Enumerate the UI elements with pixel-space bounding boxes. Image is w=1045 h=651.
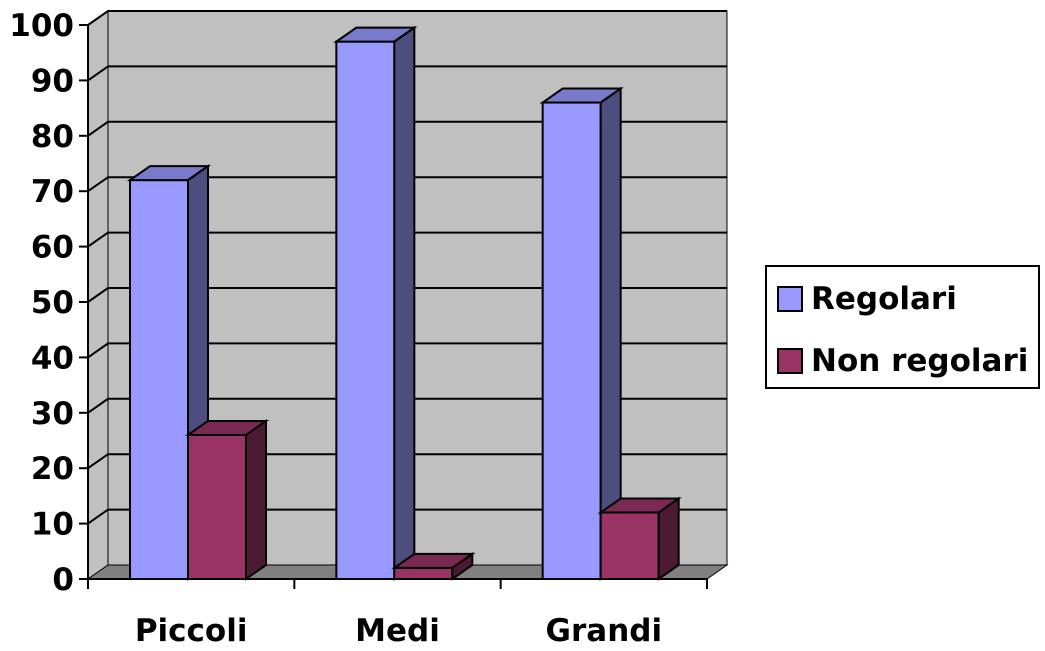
bar-front: [335, 40, 396, 581]
x-tick-label: Piccoli: [135, 613, 248, 649]
gridline: [87, 397, 727, 414]
bar-side: [245, 419, 267, 581]
x-tick-label: Medi: [355, 613, 440, 649]
y-tick-label: 10: [31, 507, 74, 543]
bar-side: [451, 551, 474, 581]
gridline: [87, 65, 727, 82]
bar-regolari-piccoli: [126, 164, 212, 581]
y-tick-label: 70: [31, 174, 74, 210]
legend-label-non-regolari: Non regolari: [811, 343, 1029, 379]
legend-label-regolari: Regolari: [811, 281, 957, 317]
legend-swatch-regolari: [777, 286, 803, 312]
y-tick-label: 30: [31, 396, 74, 432]
gridline: [87, 120, 727, 137]
bar-front: [129, 179, 189, 580]
bar-front: [599, 511, 660, 581]
y-tick-label: 90: [31, 63, 74, 99]
y-tick-label: 0: [52, 562, 74, 598]
gridline: [87, 342, 727, 359]
x-tick-label: Grandi: [546, 613, 663, 649]
legend-item-regolari: Regolari: [777, 281, 957, 317]
legend-item-non-regolari: Non regolari: [777, 343, 1028, 379]
gridline: [87, 10, 727, 26]
bar-non-regolari-piccoli: [184, 419, 270, 581]
y-tick-label: 60: [31, 230, 74, 266]
y-tick-labels: 0 10 20 30 40 50 60 70 80 90 100: [9, 8, 74, 598]
bars: [126, 25, 682, 581]
gridline: [87, 176, 727, 193]
gridlines: [87, 10, 727, 525]
y-tick-label: 100: [9, 8, 74, 44]
x-tick-labels: Piccoli Medi Grandi: [135, 613, 662, 649]
y-tick-label: 80: [31, 119, 74, 155]
bar-non-regolari-grandi: [597, 496, 682, 581]
legend: Regolari Non regolari: [765, 265, 1040, 389]
y-tick-label: 40: [31, 340, 74, 376]
bar-front: [541, 101, 602, 580]
legend-swatch-non-regolari: [777, 348, 803, 374]
bar-side: [657, 496, 680, 581]
bar-regolari-medi: [333, 25, 418, 581]
gridline: [87, 287, 727, 303]
gridline: [87, 231, 727, 248]
y-tick-label: 20: [31, 451, 74, 487]
y-tick-label: 50: [31, 285, 74, 321]
bar-regolari-grandi: [539, 86, 624, 581]
bar-front: [187, 433, 247, 580]
bar-front: [393, 566, 454, 580]
bar-non-regolari-medi: [391, 551, 476, 581]
gridline: [87, 453, 727, 470]
bar-side: [393, 25, 416, 581]
gridline: [87, 508, 727, 525]
